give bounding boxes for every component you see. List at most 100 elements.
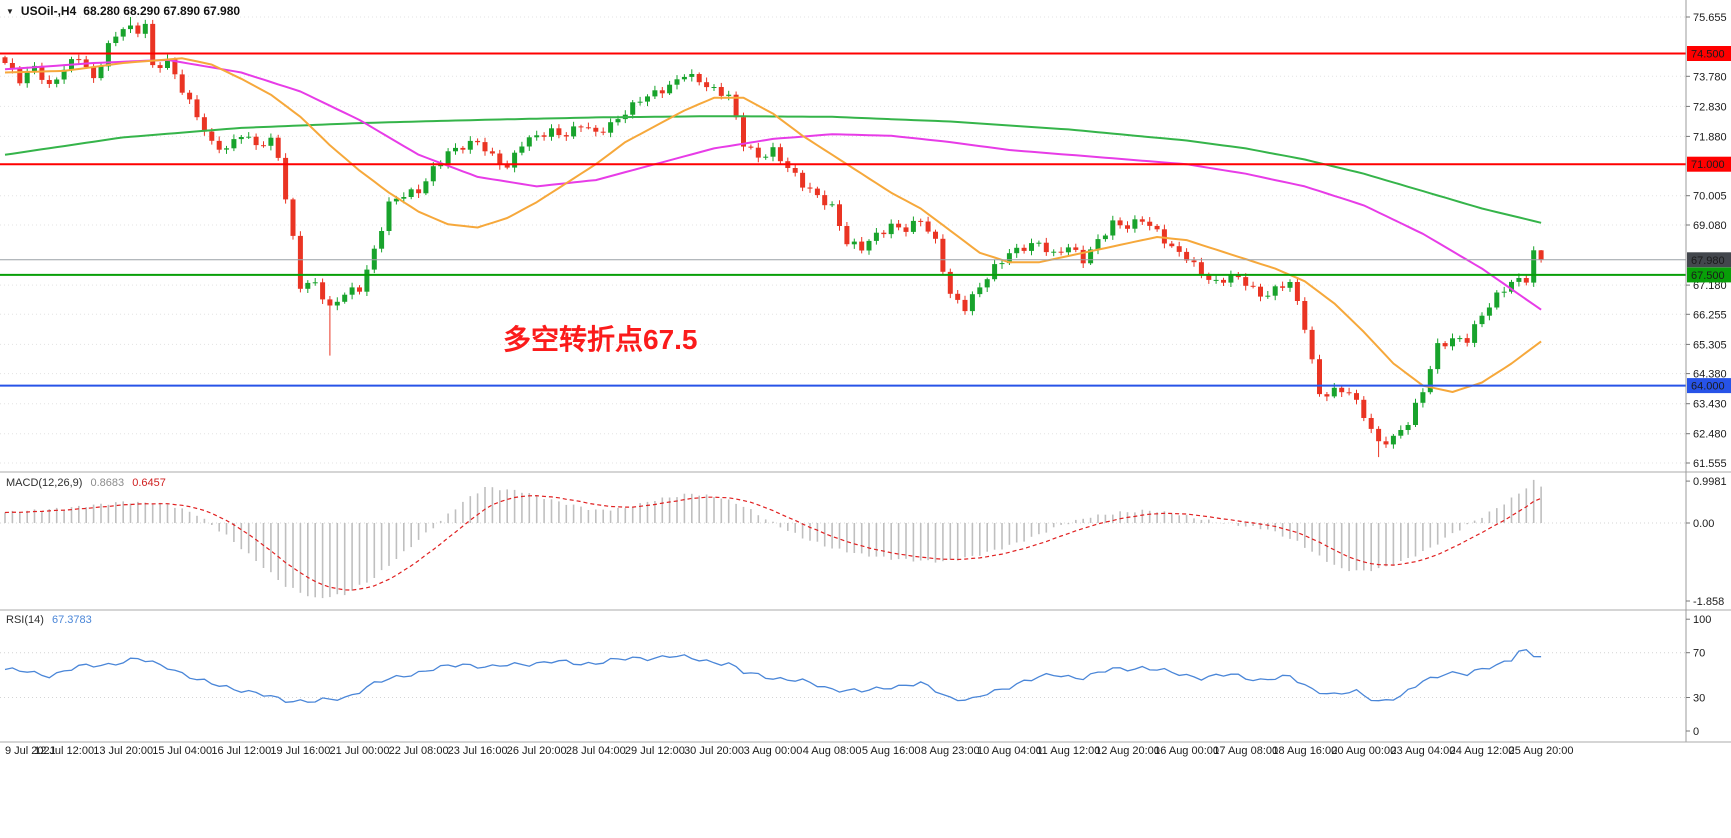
price-flag-67.980: 67.980 [1687, 252, 1731, 268]
candle [364, 265, 370, 296]
candle [416, 184, 422, 198]
candle [851, 238, 857, 249]
time-label: 20 Aug 00:00 [1331, 745, 1396, 757]
candle [1014, 243, 1020, 258]
candle [1065, 243, 1071, 257]
candle [526, 135, 532, 151]
candle [947, 268, 953, 299]
candle [563, 132, 569, 141]
rsi-label: RSI(14) [6, 614, 44, 626]
candle [460, 146, 466, 154]
symbol-title: USOil-,H4 [20, 4, 77, 18]
candle [1132, 215, 1138, 233]
candle [726, 90, 732, 101]
candle [320, 278, 326, 304]
time-label: 21 Jul 00:00 [330, 745, 390, 757]
candle [1058, 247, 1064, 256]
price-tick-label: 75.655 [1693, 12, 1727, 24]
candle [9, 58, 15, 74]
macd-histogram [4, 479, 1542, 599]
indicator-axis: 0.9981 0.00 -1.858 100 70 30 0 [1686, 476, 1727, 738]
candle [534, 130, 540, 141]
rsi-tick-label: 30 [1693, 693, 1705, 705]
candle [357, 285, 362, 295]
candle [888, 219, 894, 239]
candle [822, 190, 828, 210]
time-label: 12 Aug 20:00 [1095, 745, 1160, 757]
candle [1265, 291, 1271, 299]
candle [1309, 326, 1315, 364]
candle [541, 132, 547, 141]
macd-panel [0, 471, 1731, 599]
candle [275, 134, 281, 161]
price-flag-71.000: 71.000 [1687, 156, 1731, 172]
candle [711, 84, 717, 91]
candle [512, 150, 518, 173]
candle [1110, 215, 1116, 240]
symbol-dropdown-icon[interactable]: ▼ [6, 6, 14, 16]
candle [1154, 224, 1160, 232]
candle [61, 65, 67, 84]
ohlc-readout: 68.280 68.290 67.890 67.980 [83, 4, 241, 18]
candle [681, 74, 687, 82]
candle [896, 220, 902, 231]
candle [1413, 398, 1418, 427]
symbol-header: ▼ USOil-,H4 68.280 68.290 67.890 67.980 [6, 4, 240, 18]
time-label: 5 Aug 16:00 [862, 745, 921, 757]
candle [1302, 297, 1308, 334]
candle [1280, 281, 1286, 291]
candle [283, 153, 289, 204]
candle [24, 66, 30, 88]
candle [1464, 333, 1470, 347]
candle [837, 200, 842, 231]
candle [423, 178, 429, 196]
candle [549, 124, 554, 141]
candle [408, 187, 414, 200]
candle [54, 77, 60, 88]
candle [1538, 250, 1544, 263]
price-tick-label: 73.780 [1693, 71, 1727, 83]
horizontal-lines [0, 52, 1686, 387]
candle [585, 122, 591, 130]
candle [733, 91, 739, 120]
price-tick-label: 67.180 [1693, 280, 1727, 292]
candle [135, 22, 141, 38]
candle [1450, 333, 1455, 351]
candle [1250, 281, 1256, 289]
candle [312, 278, 318, 286]
candle [157, 62, 163, 73]
candle [1398, 425, 1404, 439]
time-label: 25 Aug 20:00 [1509, 745, 1574, 757]
candle [128, 17, 133, 33]
price-flag-64.000: 64.000 [1687, 378, 1731, 394]
candle [105, 40, 111, 71]
candle [770, 142, 776, 162]
rsi-line [4, 649, 1542, 703]
candle [704, 77, 710, 92]
candle [1095, 234, 1101, 255]
candle [2, 55, 8, 65]
price-axis[interactable]: 75.655 73.780 72.830 71.880 70.005 69.080 67.1… [1685, 0, 1731, 742]
candle [1088, 246, 1094, 265]
candle [1294, 277, 1300, 305]
candle [1368, 413, 1374, 434]
candle [933, 229, 938, 244]
candle [992, 259, 998, 282]
ma-line-medium-magenta [4, 58, 1542, 311]
candle [46, 75, 52, 88]
candle [903, 223, 909, 237]
candle [1139, 216, 1145, 225]
rsi-header: RSI(14) 67.3783 [6, 614, 92, 626]
price-tick-label: 70.005 [1693, 191, 1727, 203]
candle [910, 216, 916, 234]
candle [1073, 243, 1079, 253]
candle [1043, 237, 1049, 256]
candle [386, 197, 392, 236]
price-tick-label: 72.830 [1693, 101, 1727, 113]
time-label: 28 Jul 04:00 [566, 745, 626, 757]
candle [1435, 338, 1441, 374]
candle [645, 94, 650, 107]
svg-text:67.980: 67.980 [1691, 255, 1725, 267]
